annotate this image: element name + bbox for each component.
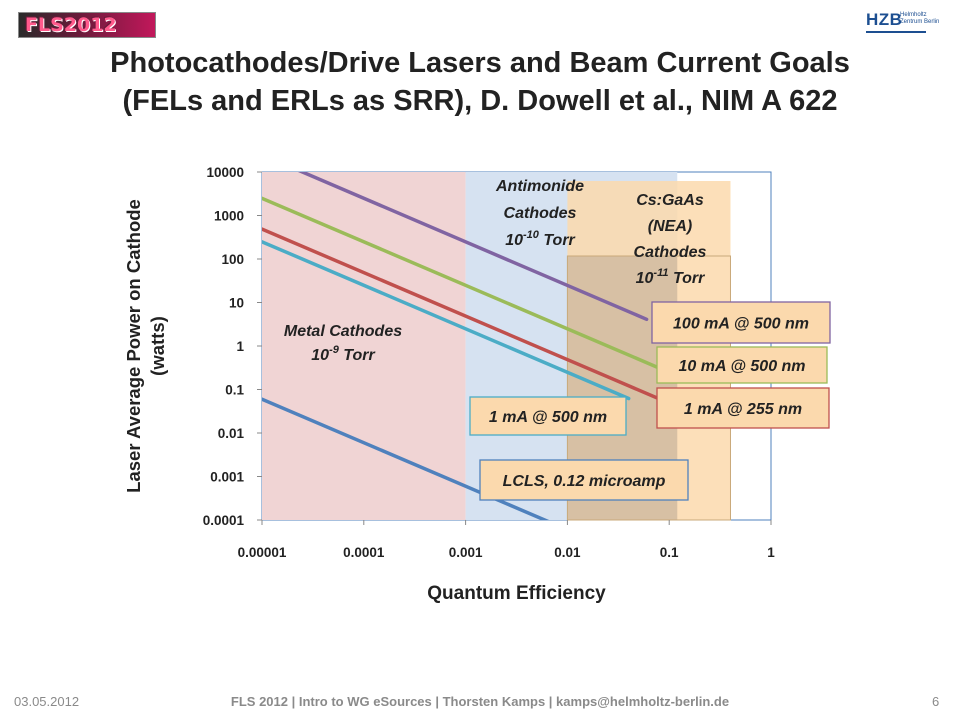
csgaas-label-line: 10-11 Torr [636, 267, 706, 287]
hzb-logo: HZB Helmholtz Zentrum Berlin [866, 10, 942, 40]
series-line-2 [262, 196, 662, 370]
antimonide-label-line: Cathodes [504, 205, 577, 222]
y-axis-title-line-1: Laser Average Power on Cathode [123, 199, 144, 493]
x-tick-label: 0.00001 [238, 545, 287, 560]
y-axis-title-line-2: (watts) [147, 316, 168, 376]
x-tick-label: 0.0001 [343, 545, 385, 560]
fls2012-logo-text: FLS2012 [25, 14, 117, 36]
x-tick-label: 0.001 [449, 545, 483, 560]
y-tick-label: 1000 [214, 209, 244, 224]
hzb-logo-subtext: Helmholtz Zentrum Berlin [900, 12, 940, 25]
series-callout-label-1: 100 mA @ 500 nm [673, 316, 809, 333]
hzb-logo-text: HZB [866, 10, 903, 29]
series-callout-box-4 [469, 396, 627, 436]
series-callout-box-2 [656, 346, 828, 384]
slide-title-line-1: Photocathodes/Drive Lasers and Beam Curr… [110, 47, 850, 79]
series-callout-label-5: LCLS, 0.12 microamp [503, 473, 666, 490]
series-callout-box-5 [479, 459, 689, 501]
series-callout-box-1 [651, 301, 831, 344]
series-callout-label-4: 1 mA @ 500 nm [489, 409, 607, 426]
series-line-1 [297, 172, 649, 322]
y-tick-label: 0.001 [210, 470, 244, 485]
slide-title-line-2: (FELs and ERLs as SRR), D. Dowell et al.… [122, 85, 838, 117]
csgaas-label-line: (NEA) [648, 218, 692, 235]
y-tick-label: 0.01 [218, 426, 245, 441]
y-tick-label: 100 [221, 252, 244, 267]
page-number: 6 [932, 694, 940, 709]
y-tick-label: 0.0001 [203, 513, 245, 528]
metal-label-line: 10-9 Torr [311, 344, 375, 364]
series-callout-label-2: 10 mA @ 500 nm [678, 358, 805, 375]
x-axis-title: Quantum Efficiency [427, 583, 606, 604]
y-axis-title: Laser Average Power on Cathode (watts) [123, 199, 168, 493]
footer-text: FLS 2012 | Intro to WG eSources | Thorst… [230, 694, 730, 709]
x-tick-label: 0.01 [554, 545, 581, 560]
footer-date: 03.05.2012 [14, 694, 80, 709]
y-tick-label: 0.1 [225, 383, 244, 398]
y-tick-label: 1 [236, 339, 244, 354]
series-line-5 [262, 397, 550, 520]
x-tick-label: 1 [767, 545, 775, 560]
series-callout-label-3: 1 mA @ 255 nm [684, 401, 802, 418]
fls2012-logo: FLS2012 [18, 12, 156, 38]
y-tick-label: 10 [229, 296, 244, 311]
slide-title: Photocathodes/Drive Lasers and Beam Curr… [20, 44, 940, 120]
csgaas-label-line: Cs:GaAs [636, 192, 704, 209]
series-line-4 [262, 240, 631, 401]
region-metal [262, 172, 466, 520]
series-callout-box-3 [656, 387, 830, 429]
series-group [262, 172, 671, 520]
hzb-logo-line [866, 31, 926, 33]
csgaas-label-line: Cathodes [634, 244, 707, 261]
y-tick-label: 10000 [206, 165, 244, 180]
antimonide-label-line: 10-10 Torr [505, 229, 575, 249]
antimonide-label-line: Antimonide [495, 178, 584, 195]
metal-label-line: Metal Cathodes [284, 323, 402, 340]
x-tick-label: 0.1 [660, 545, 679, 560]
series-line-3 [262, 227, 671, 405]
